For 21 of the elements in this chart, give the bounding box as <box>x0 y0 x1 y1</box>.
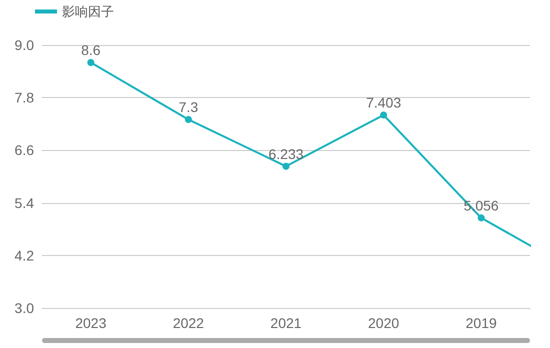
legend-label: 影响因子 <box>62 4 114 19</box>
text: 8.6 <box>81 42 101 58</box>
x-tick-label: 2020 <box>368 315 400 331</box>
text: 7.3 <box>178 99 198 116</box>
x-tick-label: 2023 <box>75 315 107 331</box>
x-tick-label: 2021 <box>270 315 302 331</box>
point <box>478 214 485 222</box>
y-tick-label: 5.4 <box>14 194 34 211</box>
y-tick-label: 9.0 <box>14 37 34 53</box>
y-tick-label: 3.0 <box>14 300 34 316</box>
point <box>87 59 94 66</box>
point <box>282 162 290 170</box>
point <box>380 112 388 118</box>
point <box>184 116 192 124</box>
text: 6.233 <box>268 146 304 162</box>
x-tick-label: 2019 <box>466 315 497 331</box>
y-tick-label: 6.6 <box>14 142 34 158</box>
text: 7.403 <box>366 94 402 110</box>
y-tick-label: 4.2 <box>14 247 34 264</box>
x-tick-label: 2022 <box>172 315 204 331</box>
y-tick-label: 7.8 <box>14 90 34 106</box>
